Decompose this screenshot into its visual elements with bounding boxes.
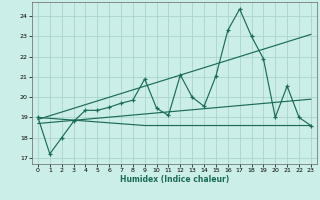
X-axis label: Humidex (Indice chaleur): Humidex (Indice chaleur) xyxy=(120,175,229,184)
